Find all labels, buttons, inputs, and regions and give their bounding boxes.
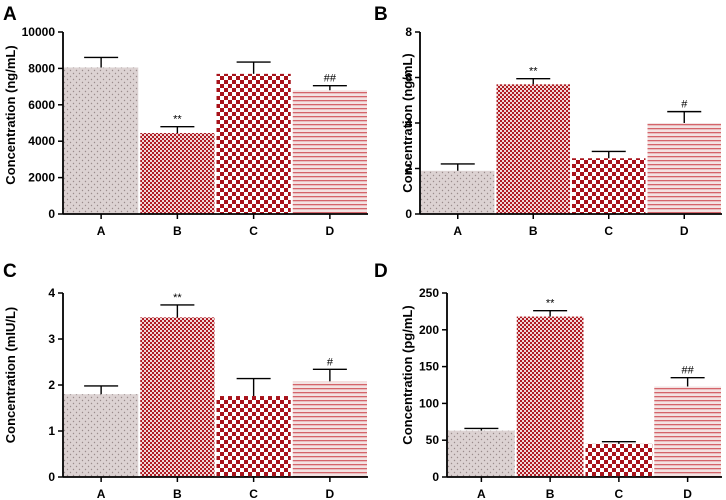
panel-d-error-bar-c: [601, 440, 636, 444]
panel-a-y-tick-label: 0: [48, 207, 55, 221]
panel-c-y-tick-label: 4: [48, 286, 55, 300]
panel-b-error-bar-d: [667, 110, 702, 123]
panel-d-y-tick-label: 200: [419, 323, 439, 337]
panel-c-bar-a: [64, 394, 139, 477]
panel-c-error-bar-a: [84, 385, 119, 395]
panel-c-y-axis-label: Concentration (mIU/L): [3, 307, 18, 444]
panel-b-error-bar-a: [440, 163, 475, 171]
panel-c-error-bar-d: [312, 368, 347, 382]
panel-b-category-label-b: B: [529, 224, 538, 238]
panel-b-error-bar-c: [591, 150, 626, 159]
panel-c-category-label-c: C: [249, 487, 258, 500]
panel-d-y-tick-label: 250: [419, 286, 439, 300]
panel-b-letter: B: [374, 4, 388, 25]
panel-c-y-tick-label: 2: [48, 378, 55, 392]
panel-a-y-tick-label: 4000: [28, 134, 55, 148]
panel-d-significance-d: ##: [682, 365, 695, 377]
panel-b-bar-c: [572, 158, 646, 214]
panel-c-error-bar-c: [236, 377, 271, 397]
panel-a-letter: A: [3, 4, 17, 25]
panel-b-y-tick-label: 0: [405, 207, 412, 221]
panel-a-significance-b: **: [173, 114, 182, 126]
panel-a-y-tick-label: 2000: [28, 171, 55, 185]
panel-a-category-label-a: A: [97, 224, 106, 238]
panel-a-category-label-d: D: [326, 224, 335, 238]
panel-b-bar-d: [647, 123, 721, 214]
panel-d-significance-b: **: [546, 298, 555, 310]
panel-d-bar-a: [448, 430, 515, 477]
panel-d-bar-c: [585, 443, 653, 477]
panel-c-significance-b: **: [173, 292, 182, 304]
panel-c-y-tick-label: 3: [48, 332, 55, 346]
panel-a-y-tick-label: 10000: [22, 25, 56, 39]
panel-a-category-label-b: B: [173, 224, 182, 238]
panel-b-category-label-a: A: [453, 224, 462, 238]
panel-c: C Concentration (mIU/L) A ** B C # D 0 1 2 3 4: [3, 261, 368, 500]
panel-b: B Concentration (ng/mL) A ** B C # D 0 2 4 6 8: [374, 4, 722, 238]
panel-b-error-bar-b: [516, 77, 551, 85]
panel-d-y-axis-label: Concentration (pg/mL): [400, 305, 415, 444]
panel-b-y-tick-label: 4: [405, 116, 412, 130]
panel-a-category-label-c: C: [249, 224, 258, 238]
panel-c-category-label-a: A: [97, 487, 106, 500]
panel-d: D Concentration (pg/mL) A ** B C ## D 0 50 100 15…: [374, 261, 722, 500]
panel-a-error-bar-d: [312, 84, 347, 91]
panel-b-y-axis-label: Concentration (ng/mL): [400, 53, 415, 192]
panel-c-y-tick-label: 0: [48, 470, 55, 484]
panel-d-y-tick-label: 150: [419, 360, 439, 374]
panel-a-error-bar-c: [236, 61, 271, 74]
panel-d-y-tick-label: 100: [419, 396, 439, 410]
panel-d-category-label-c: C: [615, 487, 624, 500]
panel-a: A Concentration (ng/mL) A ** B C ## D 0 2000 400…: [3, 4, 368, 238]
panel-b-y-tick-label: 6: [405, 71, 412, 85]
panel-a-bar-b: [140, 133, 215, 214]
panel-a-bar-a: [64, 67, 139, 215]
panel-a-y-tick-label: 8000: [28, 61, 55, 75]
panel-c-bar-d: [292, 381, 367, 477]
panel-c-y-tick-label: 1: [48, 424, 55, 438]
panel-a-significance-d: ##: [324, 73, 337, 85]
panel-b-y-tick-label: 8: [405, 25, 412, 39]
panel-a-error-bar-b: [160, 125, 195, 134]
panel-b-bar-a: [421, 170, 495, 214]
panel-d-y-tick-label: 0: [432, 470, 439, 484]
panel-d-category-label-a: A: [477, 487, 486, 500]
panel-b-bar-b: [496, 84, 570, 214]
panel-c-category-label-b: B: [173, 487, 182, 500]
panel-d-bar-b: [516, 316, 584, 477]
panel-b-significance-d: #: [681, 99, 688, 111]
panel-d-letter: D: [374, 261, 388, 282]
panel-d-y-tick-label: 50: [426, 433, 440, 447]
panel-c-bar-c: [216, 396, 291, 477]
panel-c-category-label-d: D: [326, 487, 335, 500]
panel-a-bar-c: [216, 73, 291, 214]
panel-b-category-label-c: C: [604, 224, 613, 238]
panel-b-y-tick-label: 2: [405, 162, 412, 176]
panel-b-significance-b: **: [529, 66, 538, 78]
panel-d-category-label-d: D: [683, 487, 692, 500]
panel-a-y-axis-label: Concentration (ng/mL): [3, 45, 18, 184]
panel-a-bar-d: [292, 90, 367, 214]
panel-c-bar-b: [140, 317, 215, 477]
panel-c-significance-d: #: [327, 356, 334, 368]
panel-b-category-label-d: D: [680, 224, 689, 238]
panel-d-error-bar-a: [464, 427, 499, 431]
panel-a-error-bar-a: [84, 56, 119, 68]
panel-a-y-tick-label: 6000: [28, 98, 55, 112]
panel-c-error-bar-b: [160, 304, 195, 318]
panel-d-bar-d: [654, 386, 721, 477]
panel-d-error-bar-d: [670, 376, 705, 387]
panel-d-error-bar-b: [533, 309, 568, 317]
panel-d-category-label-b: B: [546, 487, 555, 500]
panel-c-letter: C: [3, 261, 17, 282]
